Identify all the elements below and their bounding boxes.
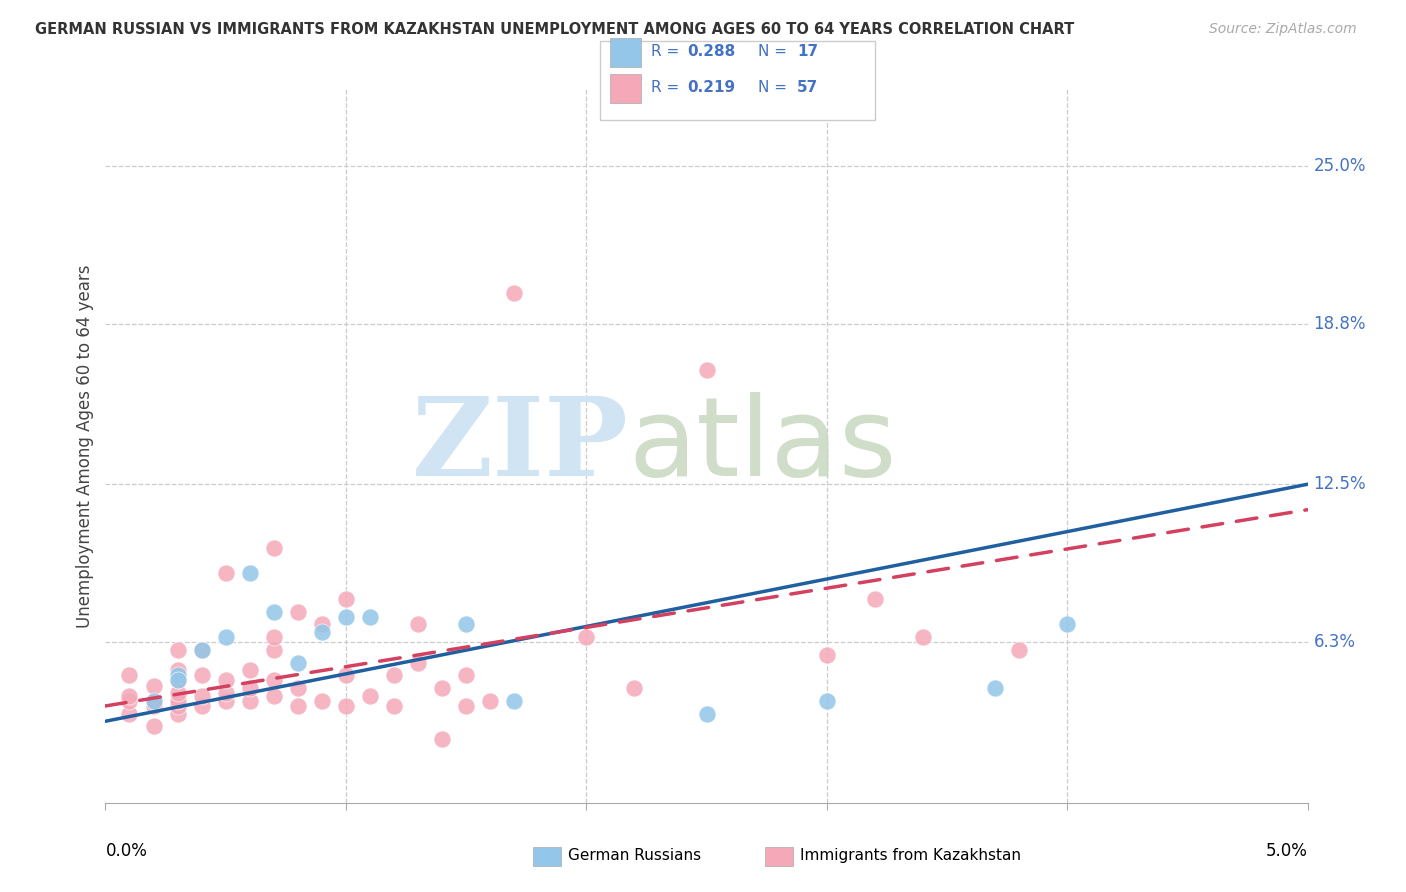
Point xyxy=(454,668,477,682)
Point xyxy=(454,617,477,632)
Point xyxy=(335,668,357,682)
Point xyxy=(311,625,333,640)
Point xyxy=(696,706,718,721)
Point xyxy=(335,698,357,713)
Point xyxy=(239,681,262,695)
Point xyxy=(142,694,165,708)
Point xyxy=(190,643,212,657)
Point xyxy=(214,686,236,700)
Point xyxy=(575,630,598,644)
Text: 18.8%: 18.8% xyxy=(1313,315,1367,333)
Text: ZIP: ZIP xyxy=(412,392,628,500)
Text: Source: ZipAtlas.com: Source: ZipAtlas.com xyxy=(1209,22,1357,37)
Point xyxy=(311,617,333,632)
Point xyxy=(142,719,165,733)
Point xyxy=(311,694,333,708)
Point xyxy=(118,668,141,682)
Point xyxy=(503,286,526,301)
Point xyxy=(166,663,188,677)
Point xyxy=(263,643,285,657)
Text: R =: R = xyxy=(651,80,679,95)
Point xyxy=(166,673,188,688)
Point xyxy=(214,673,236,688)
Point xyxy=(815,694,838,708)
Point xyxy=(166,698,188,713)
Point xyxy=(1008,643,1031,657)
Text: GERMAN RUSSIAN VS IMMIGRANTS FROM KAZAKHSTAN UNEMPLOYMENT AMONG AGES 60 TO 64 YE: GERMAN RUSSIAN VS IMMIGRANTS FROM KAZAKH… xyxy=(35,22,1074,37)
Text: 5.0%: 5.0% xyxy=(1265,842,1308,860)
Point xyxy=(166,694,188,708)
Point xyxy=(454,698,477,713)
Text: German Russians: German Russians xyxy=(568,848,702,863)
Point xyxy=(863,591,886,606)
Point xyxy=(503,694,526,708)
Text: N =: N = xyxy=(758,45,787,59)
Point xyxy=(190,698,212,713)
Point xyxy=(287,605,309,619)
Point xyxy=(166,643,188,657)
Point xyxy=(142,679,165,693)
Point xyxy=(359,689,381,703)
Point xyxy=(263,541,285,555)
Point xyxy=(911,630,934,644)
Point xyxy=(263,630,285,644)
Text: R =: R = xyxy=(651,45,679,59)
Point xyxy=(335,609,357,624)
Point xyxy=(166,706,188,721)
Point xyxy=(696,362,718,376)
Point xyxy=(166,686,188,700)
Text: Immigrants from Kazakhstan: Immigrants from Kazakhstan xyxy=(800,848,1021,863)
Point xyxy=(430,681,453,695)
Point xyxy=(166,673,188,688)
Point xyxy=(382,698,405,713)
Point xyxy=(287,656,309,670)
Point xyxy=(263,605,285,619)
Point xyxy=(382,668,405,682)
Text: 17: 17 xyxy=(797,45,818,59)
Text: 57: 57 xyxy=(797,80,818,95)
Point xyxy=(406,617,429,632)
Point xyxy=(263,689,285,703)
Point xyxy=(1056,617,1078,632)
Text: 0.219: 0.219 xyxy=(688,80,735,95)
Point xyxy=(984,681,1007,695)
Point xyxy=(190,643,212,657)
Text: atlas: atlas xyxy=(628,392,897,500)
Point xyxy=(815,648,838,662)
Text: 25.0%: 25.0% xyxy=(1313,157,1367,175)
Text: 6.3%: 6.3% xyxy=(1313,633,1355,651)
Point xyxy=(623,681,645,695)
Point xyxy=(118,706,141,721)
Point xyxy=(118,689,141,703)
Text: 0.288: 0.288 xyxy=(688,45,735,59)
Point xyxy=(479,694,502,708)
Text: 12.5%: 12.5% xyxy=(1313,475,1367,493)
Point xyxy=(142,698,165,713)
Point xyxy=(335,591,357,606)
Point xyxy=(406,656,429,670)
Point xyxy=(287,698,309,713)
Point xyxy=(142,694,165,708)
Point xyxy=(214,694,236,708)
Point xyxy=(190,668,212,682)
Text: 0.0%: 0.0% xyxy=(105,842,148,860)
Point xyxy=(239,694,262,708)
Point xyxy=(263,673,285,688)
Point xyxy=(239,663,262,677)
Point xyxy=(214,566,236,581)
Point xyxy=(214,630,236,644)
Y-axis label: Unemployment Among Ages 60 to 64 years: Unemployment Among Ages 60 to 64 years xyxy=(76,264,94,628)
Text: N =: N = xyxy=(758,80,787,95)
Point xyxy=(166,668,188,682)
Point xyxy=(190,689,212,703)
Point xyxy=(239,566,262,581)
Point xyxy=(287,681,309,695)
Point xyxy=(118,694,141,708)
Point xyxy=(359,609,381,624)
Point xyxy=(430,732,453,747)
